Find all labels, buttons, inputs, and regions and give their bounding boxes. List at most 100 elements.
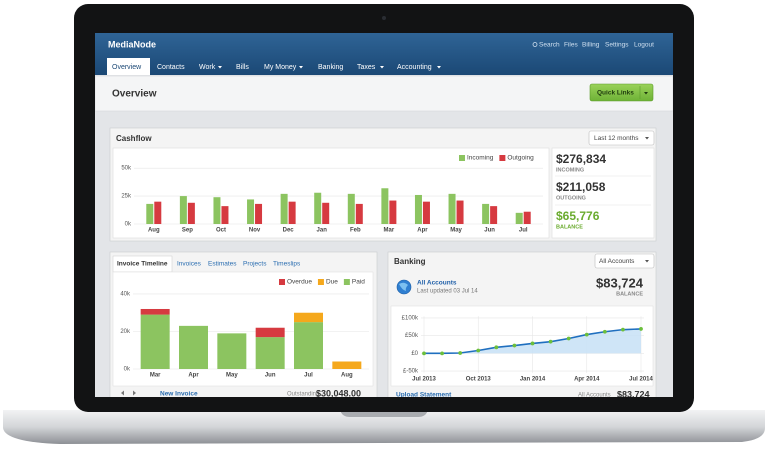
x-tick-label: Oct 2013	[466, 376, 492, 382]
title-band	[95, 75, 673, 112]
new-invoice[interactable]: New Invoice	[160, 391, 198, 398]
summary-label: OUTGOING	[556, 195, 586, 201]
charts: 0k 25k 50k Incoming Outgoing Aug Sep Oct Nov Dec J…	[120, 155, 653, 383]
quick-links-button[interactable]	[589, 83, 654, 102]
point	[494, 345, 499, 350]
point	[584, 332, 589, 337]
x-tick-label: Feb	[350, 228, 361, 234]
top-link[interactable]: Settings	[605, 42, 629, 49]
x-tick-label: Jul 2014	[629, 376, 653, 382]
y-tick-label: £-50k	[403, 369, 419, 375]
dropdown-arrow	[380, 66, 384, 69]
bar	[347, 193, 355, 224]
nav-item[interactable]: Accounting	[397, 64, 432, 71]
point	[548, 339, 553, 344]
y-tick-label: 20k	[120, 329, 131, 335]
legend-label: Paid	[352, 279, 365, 286]
bar	[515, 212, 523, 224]
summary-label: INCOMING	[556, 167, 584, 173]
bar-segment	[332, 361, 362, 369]
bar	[213, 197, 221, 224]
account-name[interactable]: All Accounts	[417, 280, 457, 287]
period-label: Last 12 months	[594, 135, 639, 142]
nav-item[interactable]: Bills	[236, 64, 249, 71]
y-tick-label: £100k	[402, 316, 419, 322]
legend-label: Incoming	[467, 155, 494, 162]
legend-swatch	[279, 279, 285, 285]
bar	[448, 193, 456, 224]
y-tick-label: £50k	[405, 333, 419, 339]
x-tick-label: May	[226, 373, 238, 379]
nav-item[interactable]: Taxes	[357, 64, 376, 71]
tab[interactable]: Estimates	[208, 261, 237, 268]
y-tick-label: 0k	[125, 222, 132, 228]
footer-balance: $83,724	[617, 389, 650, 399]
point	[440, 351, 444, 356]
bar	[255, 203, 263, 224]
bar	[280, 193, 288, 224]
dropdown-arrow	[299, 66, 303, 69]
nav-item[interactable]: Banking	[318, 64, 343, 71]
nav-item[interactable]: Overview	[112, 64, 142, 71]
point	[621, 327, 625, 332]
bar	[414, 194, 422, 224]
x-tick-label: Apr 2014	[574, 376, 600, 382]
outstanding-label: Outstanding	[287, 392, 319, 398]
point	[639, 327, 643, 331]
x-tick-label: Jun	[484, 228, 495, 234]
dropdown-arrow	[645, 260, 649, 263]
point	[530, 341, 535, 346]
y-tick-label: 40k	[120, 292, 131, 298]
x-tick-label: Aug	[148, 228, 160, 234]
top-link[interactable]: Files	[564, 42, 578, 49]
upload-statement[interactable]: Upload Statement	[396, 392, 452, 399]
bar	[314, 192, 322, 224]
summary-label: BALANCE	[556, 224, 583, 230]
bar	[490, 206, 498, 224]
top-link[interactable]: Billing	[582, 42, 600, 49]
x-tick-label: Apr	[188, 373, 199, 379]
page-title: Overview	[112, 89, 157, 100]
tab[interactable]: Projects	[243, 261, 267, 268]
bar	[482, 203, 490, 224]
period-select[interactable]	[588, 130, 655, 146]
y-tick-label: 50k	[121, 166, 132, 172]
top-link[interactable]: Logout	[634, 42, 654, 49]
bar	[456, 200, 464, 224]
nav-item[interactable]: Contacts	[157, 64, 185, 71]
bar-segment	[140, 314, 170, 369]
account-select[interactable]	[594, 253, 655, 269]
pager-arrows[interactable]	[121, 390, 136, 396]
tab[interactable]: Timeslips	[273, 261, 301, 268]
balance-amount: $83,724	[596, 275, 644, 290]
bar	[322, 202, 330, 224]
x-tick-label: Oct	[216, 228, 226, 234]
x-tick-label: Jul	[519, 228, 528, 234]
nav-item[interactable]: Work	[199, 64, 216, 71]
top-link[interactable]: Search	[539, 42, 560, 49]
point	[602, 329, 607, 334]
x-tick-label: Mar	[384, 228, 395, 234]
bar-segment	[179, 325, 208, 369]
last-updated: Last updated 03 Jul 14	[417, 289, 478, 295]
bar-segment	[217, 333, 247, 369]
x-tick-label: Aug	[341, 373, 353, 379]
point	[476, 348, 481, 353]
panel-title: Cashflow	[116, 134, 152, 143]
footer-label: All Accounts	[578, 393, 611, 399]
tab[interactable]: Invoice Timeline	[117, 261, 168, 268]
brand: MediaNode	[108, 39, 156, 49]
bar	[389, 200, 397, 224]
legend-swatch	[343, 279, 350, 285]
nav-item[interactable]: My Money	[264, 64, 297, 71]
summary-amount: $65,776	[556, 209, 600, 223]
x-tick-label: Jan	[317, 228, 328, 234]
dropdown-arrow	[437, 66, 441, 69]
x-tick-label: Jun	[265, 373, 276, 379]
legend-swatch	[499, 155, 506, 161]
balance-label: BALANCE	[616, 291, 643, 297]
tab[interactable]: Invoices	[177, 261, 202, 268]
screen: MediaNode Search Files Billing Settings …	[95, 33, 673, 399]
bar-segment	[294, 312, 323, 323]
